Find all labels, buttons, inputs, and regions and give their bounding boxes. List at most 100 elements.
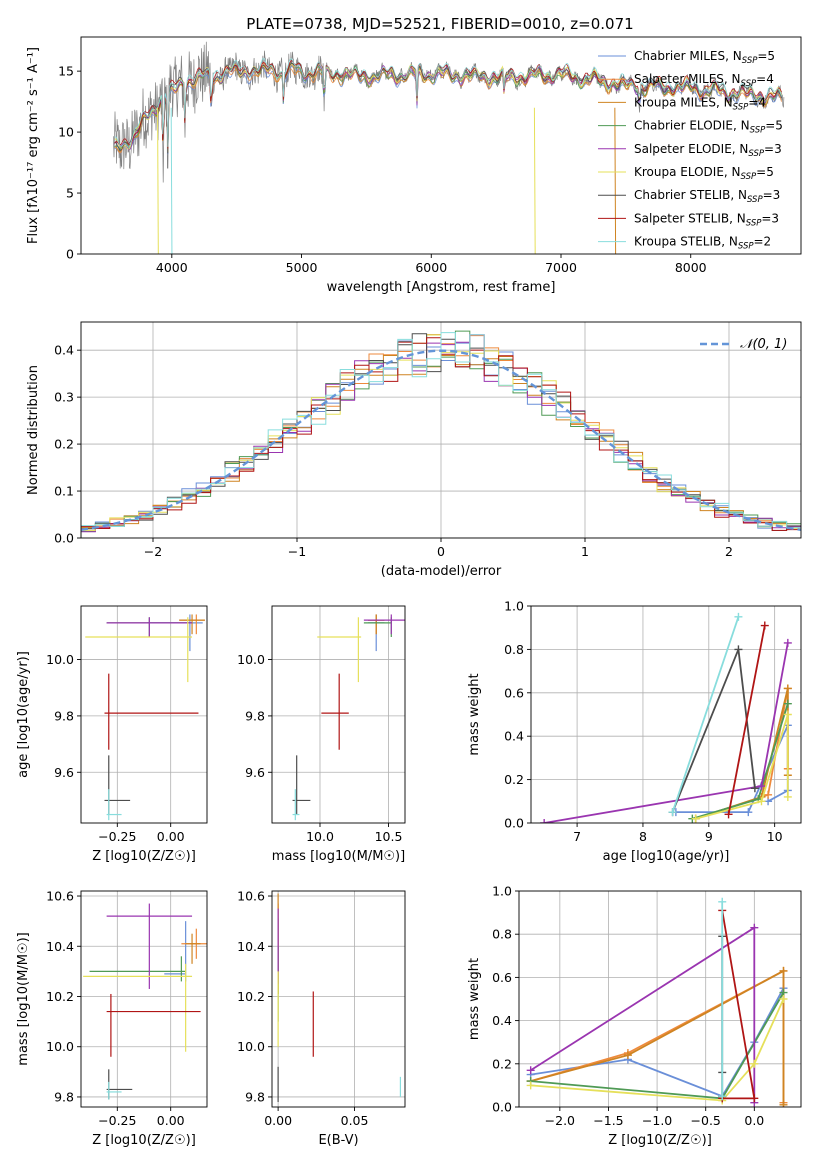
- weight-vs-age-marker-5-0: [691, 814, 700, 823]
- spectrum-drop-2: [533, 107, 536, 254]
- mass-vs-EBV-chart: 0.00 0.05 9.8 10.0 10.2 10.4 10.6 E(B-V): [237, 889, 406, 1148]
- model-spectrum-7: [114, 60, 782, 149]
- weight-vs-age-ytick-label-4: 0.8: [504, 642, 524, 657]
- spectrum-ytick-label-0: 0: [66, 247, 74, 262]
- residuals-xtick-label-4: 2: [725, 544, 733, 559]
- residuals-ylabel: Normed distribution: [26, 365, 41, 495]
- model-spectrum-8: [114, 58, 782, 148]
- weight-vs-age-series-8: [671, 616, 740, 813]
- mass-vs-Z-plot-area: [81, 891, 207, 1107]
- spectrum-legend: Chabrier MILES, NSSP=5 Salpeter MILES, NS…: [598, 49, 783, 252]
- weight-vs-age-marker-8-1: [734, 612, 743, 621]
- age-vs-Z-xtick-label-1: 0.00: [157, 829, 185, 844]
- weight-vs-Z-ytick-label-3: 0.6: [492, 970, 512, 985]
- weight-vs-age-xtick-label-0: 7: [573, 829, 581, 844]
- spectrum-xtick-label-3: 7000: [545, 260, 577, 275]
- mass-vs-Z-chart: −0.25 0.00 9.8 10.0 10.2 10.4 10.6 Z [log10(Z/Z…: [16, 889, 208, 1148]
- age-vs-mass-ytick-label-0: 9.6: [245, 765, 265, 780]
- weight-vs-age-marker-1-1: [764, 790, 773, 799]
- age-vs-mass-xlabel: mass [log10(M/M☉)]: [272, 849, 405, 864]
- weight-vs-Z-marker-5-2: [750, 1059, 759, 1068]
- residuals-ytick-label-4: 0.4: [54, 343, 74, 358]
- weight-vs-age-ytick-label-0: 0.0: [504, 816, 524, 831]
- spectrum-xtick-label-4: 8000: [675, 260, 707, 275]
- residuals-ytick-label-2: 0.2: [54, 437, 74, 452]
- mass-vs-Z-xlabel: Z [log10(Z/Z☉)]: [92, 1133, 196, 1148]
- weight-vs-Z-chart: −2.0 −1.5 −1.0 −0.5 0.0 0.0 0.2 0.4 0.6 0.8 1.0 Z […: [467, 884, 802, 1148]
- age-vs-Z-ytick-label-1: 9.8: [54, 708, 74, 723]
- weight-vs-age-ytick-label-3: 0.6: [504, 685, 524, 700]
- weight-vs-age-marker-4-2: [783, 638, 792, 647]
- spectrum-xtick-label-0: 4000: [156, 260, 188, 275]
- weight-vs-age-ytick-label-2: 0.4: [504, 729, 524, 744]
- normal-curve: [81, 349, 801, 531]
- weight-vs-age-ylabel: mass weight: [467, 673, 482, 755]
- age-vs-mass-frame: [271, 605, 406, 824]
- legend-label-6: Chabrier STELIB, NSSP=3: [634, 188, 780, 205]
- weight-vs-age-xtick-label-3: 10: [767, 829, 783, 844]
- spectrum-drop-1: [170, 107, 173, 254]
- weight-vs-age-series-4: [544, 642, 789, 823]
- spectrum-title: PLATE=0738, MJD=52521, FIBERID=0010, z=0…: [246, 15, 633, 33]
- age-vs-mass-ytick-label-2: 10.0: [237, 652, 265, 667]
- age-vs-mass-plot-area: [272, 606, 405, 823]
- weight-vs-age-marker-5-2: [783, 710, 792, 719]
- weight-vs-age-ytick-label-5: 1.0: [504, 599, 524, 614]
- residuals-xtick-label-1: −1: [288, 544, 306, 559]
- mass-vs-Z-xtick-label-1: 0.00: [157, 1113, 185, 1128]
- legend-label-8: Kroupa STELIB, NSSP=2: [634, 235, 771, 252]
- weight-vs-Z-frame: [518, 890, 802, 1108]
- weight-vs-Z-ytick-label-4: 0.8: [492, 927, 512, 942]
- weight-vs-age-marker-6-2: [750, 784, 759, 793]
- mass-vs-EBV-ytick-label-4: 10.6: [237, 889, 265, 904]
- age-vs-Z-ylabel: age [log10(age/yr)]: [16, 651, 31, 778]
- model-spectrum-6: [114, 62, 782, 154]
- legend-label-0: Chabrier MILES, NSSP=5: [634, 49, 775, 66]
- mass-vs-Z-ytick-label-1: 10.0: [46, 1039, 74, 1054]
- spectrum-xlabel: wavelength [Angstrom, rest frame]: [327, 280, 556, 295]
- residuals-ytick-label-0: 0.0: [54, 531, 74, 546]
- weight-vs-Z-marker-4-0: [526, 1066, 535, 1075]
- weight-vs-age-xtick-label-1: 8: [639, 829, 647, 844]
- weight-vs-Z-plot-area: [519, 891, 801, 1107]
- spectrum-xtick-label-2: 6000: [415, 260, 447, 275]
- age-vs-Z-ytick-label-0: 9.6: [54, 765, 74, 780]
- spectrum-plot-area: [113, 41, 785, 254]
- mass-vs-EBV-plot-area: [272, 891, 405, 1107]
- legend-label-7: Salpeter STELIB, NSSP=3: [634, 211, 779, 228]
- legend-label-1: Salpeter MILES, NSSP=4: [634, 72, 774, 89]
- weight-vs-Z-ytick-label-1: 0.2: [492, 1056, 512, 1071]
- legend-label-5: Kroupa ELODIE, NSSP=5: [634, 165, 774, 182]
- weight-vs-Z-ylabel: mass weight: [467, 958, 482, 1040]
- spectrum-drop-3: [614, 107, 617, 254]
- weight-vs-Z-marker-4-1: [750, 923, 759, 932]
- weight-vs-age-chart: 7 8 9 10 0.0 0.2 0.4 0.6 0.8 1.0 age [log10(age/yr…: [467, 599, 802, 864]
- mass-vs-Z-ytick-label-2: 10.2: [46, 989, 74, 1004]
- spectrum-ytick-label-2: 10: [58, 125, 74, 140]
- mass-vs-EBV-xtick-label-1: 0.05: [341, 1113, 369, 1128]
- weight-vs-Z-marker-8-0: [718, 1092, 727, 1101]
- weight-vs-age-xtick-label-2: 9: [705, 829, 713, 844]
- weight-vs-age-marker-4-1: [757, 782, 766, 791]
- weight-vs-Z-marker-5-3: [779, 995, 788, 1003]
- weight-vs-Z-series-2: [530, 969, 785, 1105]
- residuals-xtick-label-3: 1: [581, 544, 589, 559]
- age-vs-Z-ytick-label-2: 10.0: [46, 652, 74, 667]
- mass-vs-EBV-ytick-label-0: 9.8: [245, 1089, 265, 1104]
- spectrum-drop-0: [157, 107, 159, 254]
- mass-vs-Z-ytick-label-0: 9.8: [54, 1089, 74, 1104]
- legend-label-4: Salpeter ELODIE, NSSP=3: [634, 142, 782, 159]
- weight-vs-Z-xlabel: Z [log10(Z/Z☉)]: [608, 1133, 712, 1148]
- weight-vs-Z-xtick-label-3: −0.5: [691, 1113, 721, 1128]
- mass-vs-EBV-ytick-label-3: 10.4: [237, 939, 265, 954]
- weight-vs-age-frame: [530, 605, 802, 824]
- weight-vs-age-series-6: [671, 649, 756, 813]
- residuals-xtick-label-2: 0: [437, 544, 445, 559]
- weight-vs-Z-marker-2-3: [779, 1100, 788, 1107]
- mass-vs-EBV-frame: [271, 890, 406, 1108]
- age-vs-mass-chart: 10.0 10.5 9.6 9.8 10.0 mass [log10(M/M☉)]: [237, 605, 406, 864]
- spectrum-xtick-label-1: 5000: [286, 260, 318, 275]
- residuals-xlabel: (data-model)/error: [381, 564, 502, 579]
- mass-vs-Z-ylabel: mass [log10(M/M☉)]: [16, 932, 31, 1065]
- weight-vs-age-marker-6-1: [734, 645, 743, 654]
